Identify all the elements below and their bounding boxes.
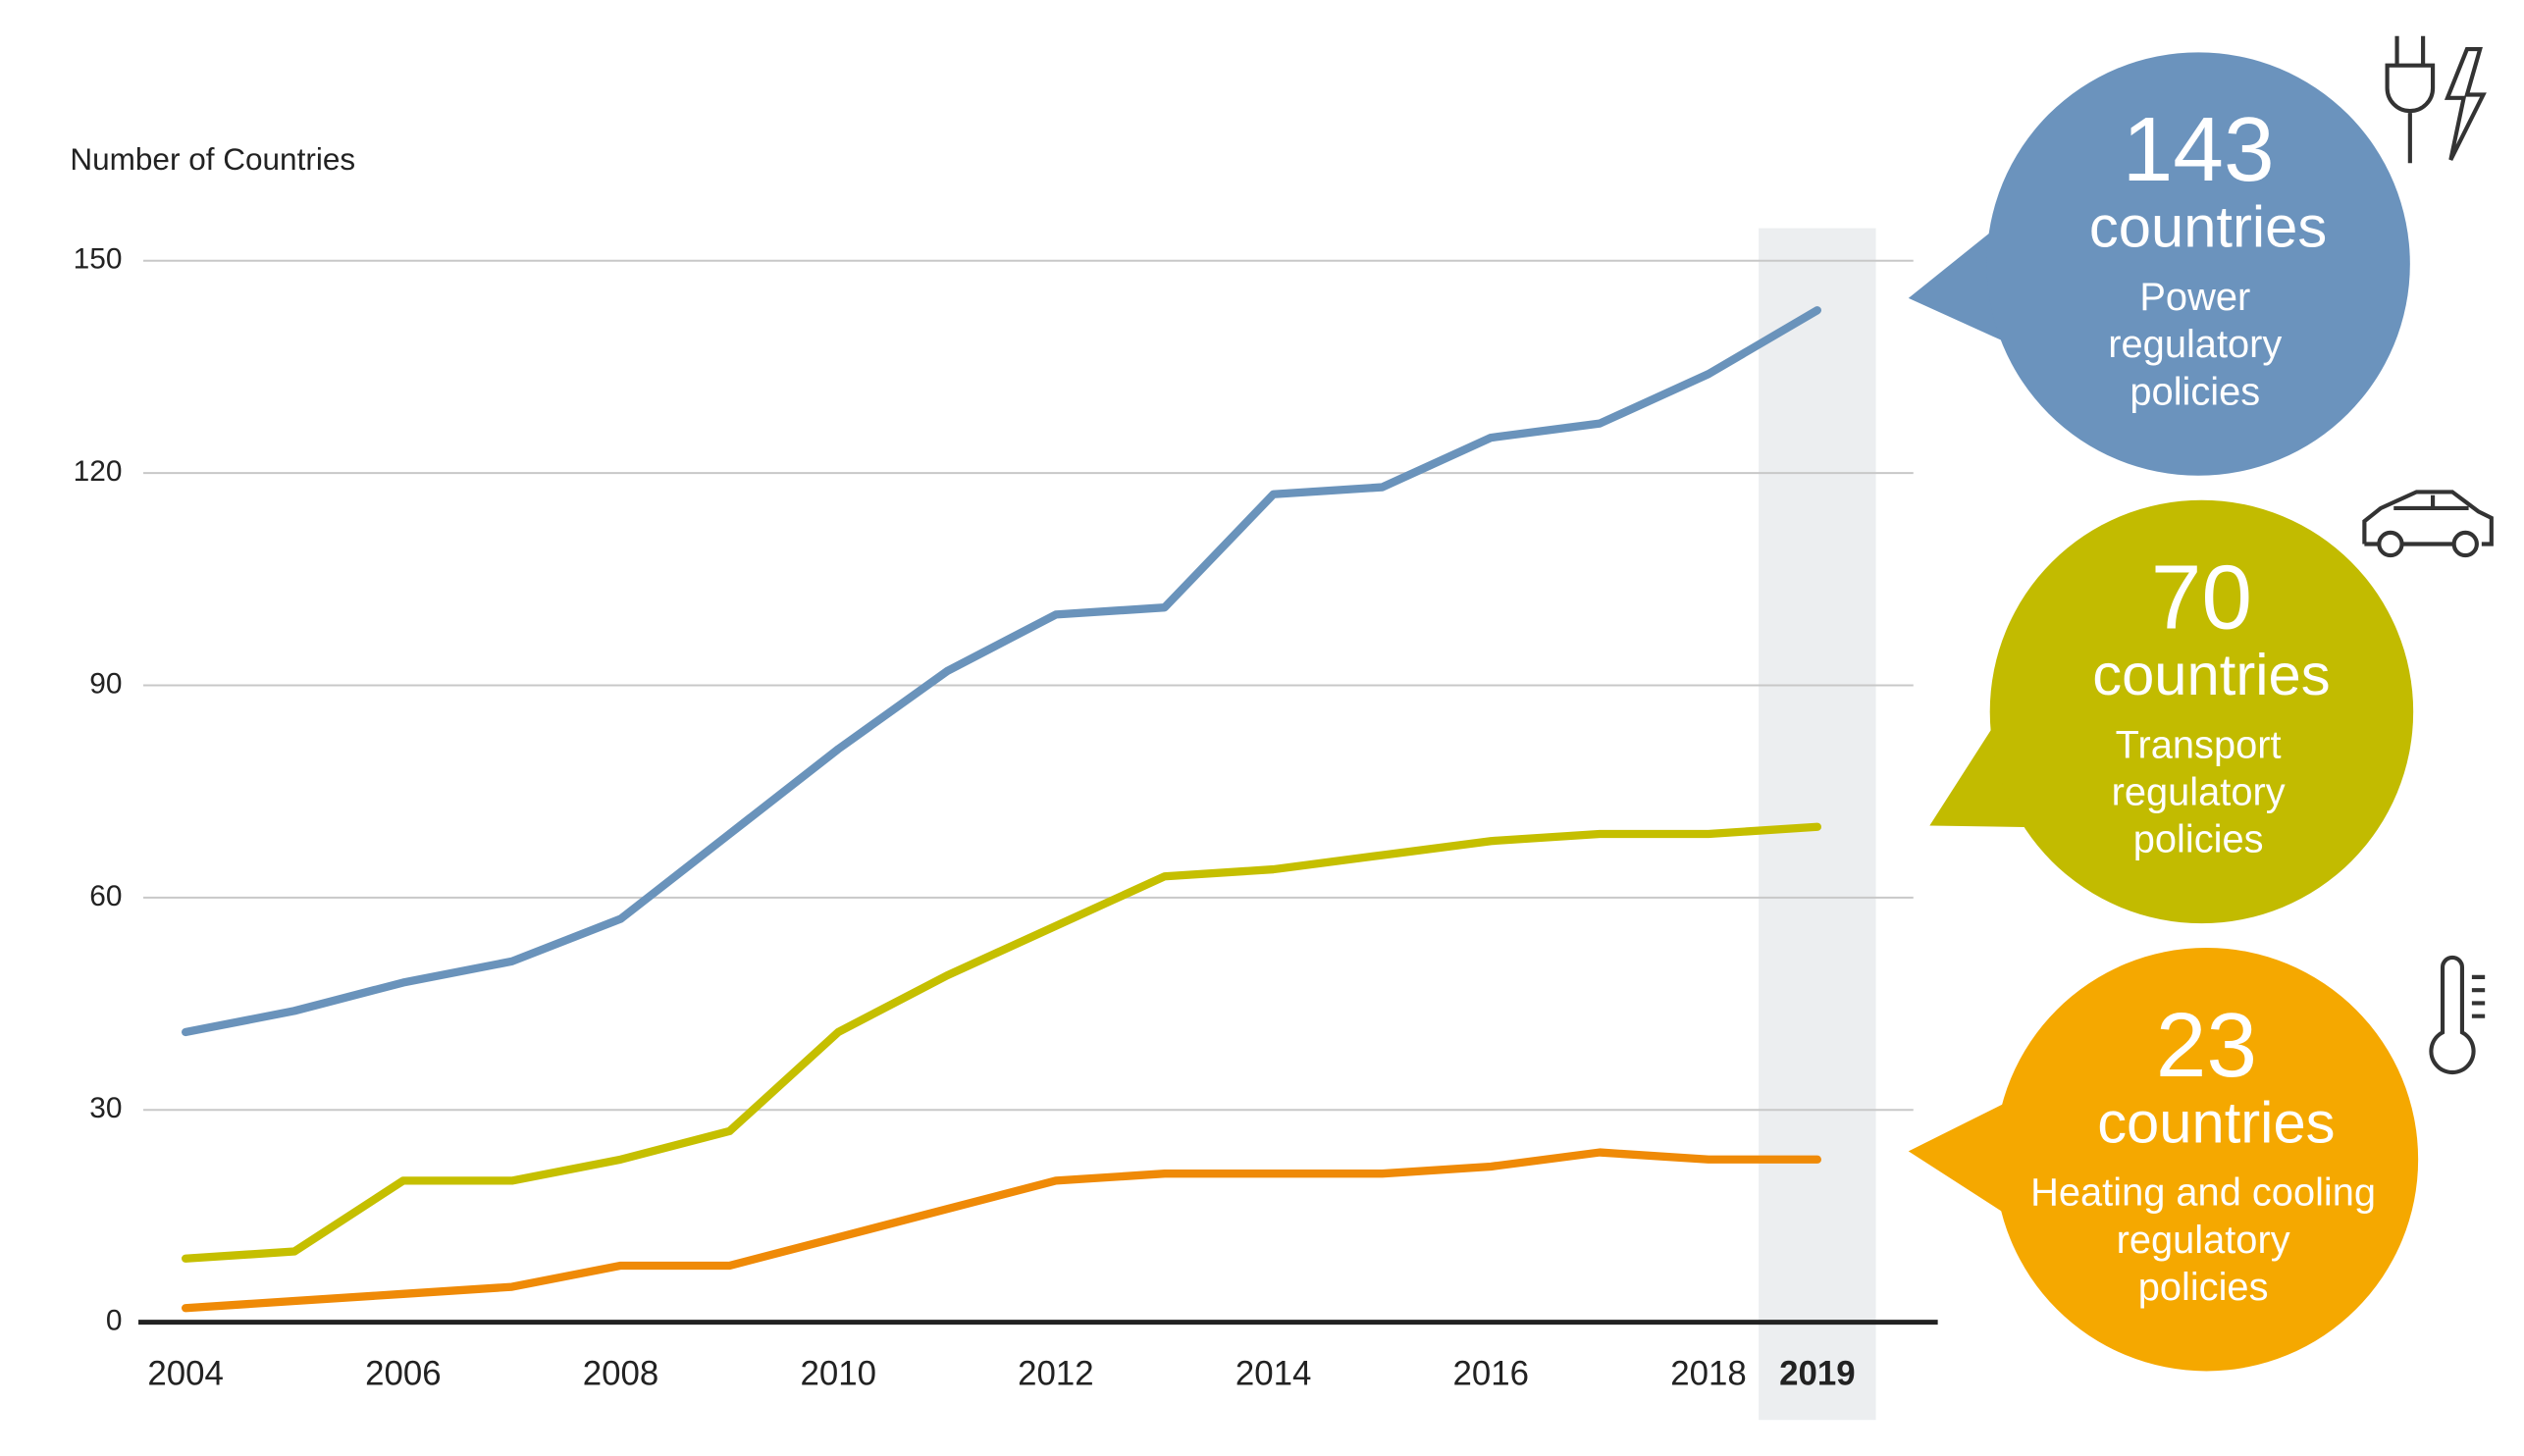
callout-number: 70 — [2151, 546, 2252, 648]
callout-label: regulatory — [2108, 323, 2282, 366]
callout-unit: countries — [2089, 194, 2327, 260]
callout-bubble — [1994, 948, 2419, 1372]
series-line — [182, 306, 1821, 1037]
callout-label: Heating and cooling — [2030, 1171, 2376, 1215]
thermometer-icon — [2429, 955, 2486, 1075]
y-tick-label: 120 — [74, 455, 123, 488]
callout-label: policies — [2130, 370, 2260, 413]
x-tick-label: 2012 — [1018, 1355, 1093, 1393]
callout-number: 143 — [2123, 98, 2275, 200]
x-tick-label: 2014 — [1236, 1355, 1311, 1393]
x-tick-label: 2010 — [800, 1355, 875, 1393]
callout-label: Transport — [2116, 723, 2282, 766]
car-icon — [2362, 490, 2494, 558]
y-axis-title: Number of Countries — [70, 141, 355, 177]
callout-number: 23 — [2156, 994, 2257, 1096]
x-tick-label: 2008 — [583, 1355, 658, 1393]
x-tick-label: 2019 — [1779, 1355, 1855, 1393]
callout-unit: countries — [2092, 642, 2330, 707]
x-tick-label: 2018 — [1670, 1355, 1746, 1393]
callout-label: regulatory — [2112, 771, 2286, 814]
callout-label: regulatory — [2117, 1219, 2290, 1262]
series-line — [182, 822, 1821, 1263]
x-tick-label: 2004 — [147, 1355, 223, 1393]
callout-bubble — [1986, 52, 2410, 476]
y-tick-label: 0 — [106, 1305, 123, 1337]
plug-icon — [2385, 35, 2487, 164]
y-tick-label: 60 — [89, 880, 122, 912]
callout-label: Power — [2139, 276, 2250, 319]
x-tick-label: 2006 — [365, 1355, 441, 1393]
series-line — [182, 1148, 1821, 1313]
callout-unit: countries — [2097, 1089, 2335, 1155]
callout-label: policies — [2133, 818, 2264, 861]
y-tick-label: 90 — [89, 667, 122, 700]
y-tick-label: 30 — [89, 1092, 122, 1124]
y-tick-label: 150 — [74, 243, 123, 276]
callout-bubble — [1989, 499, 2414, 924]
callout-label: policies — [2138, 1266, 2269, 1309]
x-tick-label: 2016 — [1453, 1355, 1529, 1393]
